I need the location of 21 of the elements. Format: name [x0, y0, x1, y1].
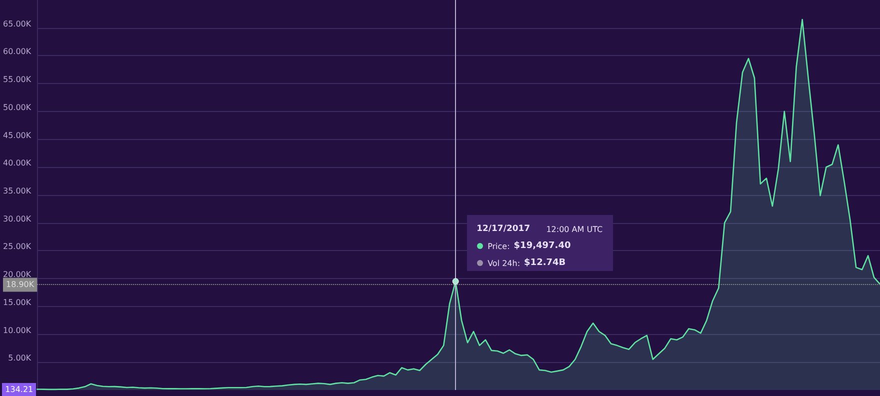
y-tick-label: 35.00K [2, 186, 32, 196]
annotation: $19,497.40 [514, 241, 571, 252]
annotation: 12:00 AM UTC [546, 224, 603, 234]
y-tick-label: 45.00K [2, 130, 32, 140]
annotation: Vol 24h: [488, 258, 520, 268]
y-tick-label: 5.00K [8, 354, 32, 363]
y-tick-label: 40.00K [2, 158, 32, 168]
annotation: 12/17/2017 [476, 224, 530, 234]
y-tick-label: 65.00K [2, 19, 32, 28]
ref-line-label: 18.90K [6, 280, 35, 290]
annotation: $12.74B [524, 258, 566, 268]
y-tick-label: 15.00K [2, 298, 32, 307]
y-tick-label: 30.00K [2, 214, 32, 224]
data-label: 134.21 [2, 382, 36, 396]
y-tick-label: 50.00K [2, 102, 32, 112]
y-tick-label: 10.00K [2, 326, 32, 335]
y-tick-label: 20.00K [2, 270, 32, 280]
y-tick-label: 55.00K [2, 75, 32, 84]
y-tick-label: 25.00K [2, 242, 32, 252]
annotation: Price: [488, 242, 510, 251]
y-tick-label: 60.00K [2, 47, 32, 56]
